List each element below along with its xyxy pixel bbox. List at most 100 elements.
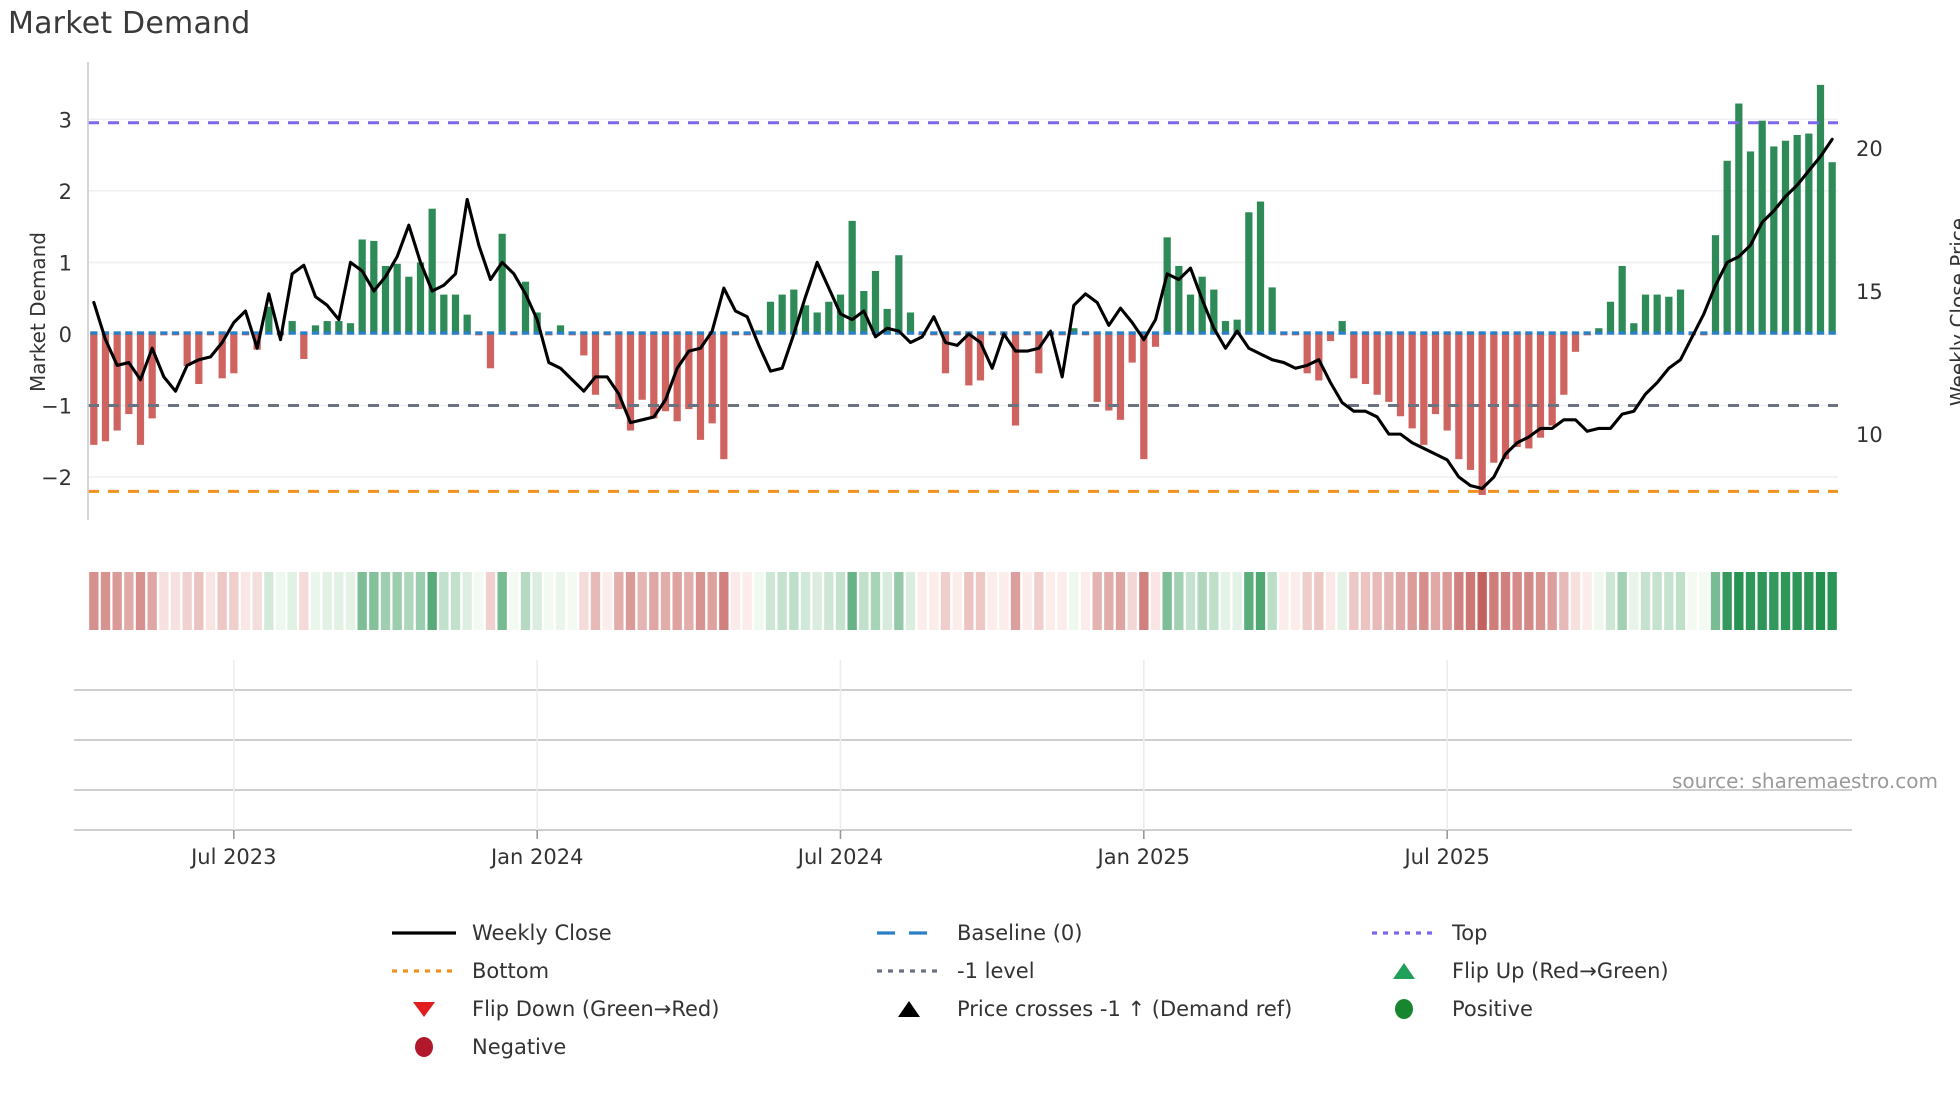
x-axis: Jul 2023 Jan 2024 Jul 2024 Jan 2025 Jul 2025 (74, 660, 1852, 869)
legend-item[interactable]: Positive (1370, 994, 1533, 1024)
heatmap-cell (1640, 572, 1651, 630)
heatmap-cell (1454, 572, 1464, 630)
heatmap-cell (252, 572, 262, 630)
heatmap-cell (555, 572, 566, 630)
heatmap-cell (357, 572, 367, 630)
y-tick-left: 2 (59, 180, 72, 204)
heatmap-cell (940, 572, 951, 630)
x-tick-label: Jul 2023 (189, 845, 276, 869)
heatmap-cell (520, 572, 531, 630)
heatmap-cell (1722, 572, 1732, 630)
y-tick-left: 0 (59, 323, 72, 347)
legend-item[interactable]: Top (1370, 918, 1487, 948)
legend-item-label: Positive (1452, 997, 1533, 1021)
x-tick-label: Jul 2024 (796, 845, 883, 869)
circle-green-icon (1370, 996, 1438, 1022)
legend-item[interactable]: Flip Up (Red→Green) (1370, 956, 1669, 986)
heatmap-cell (392, 572, 402, 630)
heatmap-cell (1349, 572, 1359, 630)
y-tick-left: −2 (41, 466, 72, 490)
heatmap-cell (1629, 572, 1639, 630)
heatmap-cell (1162, 572, 1172, 630)
heatmap-cell (1804, 572, 1814, 630)
y-tick-left: 1 (59, 251, 72, 275)
legend-item[interactable]: Baseline (0) (875, 918, 1082, 948)
heatmap-cell (310, 572, 321, 630)
heatmap-cell (1547, 572, 1557, 630)
heatmap-cell (1477, 572, 1487, 630)
heatmap-cell (147, 572, 157, 630)
legend-item[interactable]: Flip Down (Green→Red) (390, 994, 719, 1024)
heatmap-cell (450, 572, 461, 630)
heatmap-cell (859, 572, 869, 630)
heatmap-cell (894, 572, 904, 630)
heatmap-cell (1815, 572, 1826, 630)
heatmap-cell (567, 572, 577, 630)
heatmap-cell (975, 572, 986, 630)
heatmap-cell (1197, 572, 1207, 630)
line-dotted-orange-icon (390, 958, 458, 984)
heatmap-cell (929, 572, 939, 630)
demand-heatmap-strip (89, 572, 1837, 630)
reference-lines (88, 121, 1838, 493)
heatmap-cell (777, 572, 787, 630)
heatmap-cell (812, 572, 822, 630)
legend-item[interactable]: Weekly Close (390, 918, 612, 948)
heatmap-cell (917, 572, 927, 630)
heatmap-cell (800, 572, 811, 630)
heatmap-cell (847, 572, 857, 630)
heatmap-cell (1582, 572, 1592, 630)
legend-item[interactable]: Negative (390, 1032, 566, 1062)
legend-item-label: Bottom (472, 959, 550, 983)
heatmap-cell (1489, 572, 1499, 630)
heatmap-cell (275, 572, 286, 630)
legend-item-label: Price crosses -1 ↑ (Demand ref) (957, 997, 1293, 1021)
heatmap-cell (1442, 572, 1452, 630)
legend-item[interactable]: -1 level (875, 956, 1035, 986)
heatmap-cell (835, 572, 846, 630)
heatmap-cell (1407, 572, 1417, 630)
heatmap-cell (1115, 572, 1126, 630)
heatmap-cell (287, 572, 297, 630)
heatmap-cell (544, 572, 554, 630)
heatmap-cell (964, 572, 974, 630)
heatmap-cell (322, 572, 332, 630)
chart-legend: Weekly Close Baseline (0) Top Bottom -1 leve… (0, 918, 1960, 1102)
line-dotted-purple-icon (1370, 920, 1438, 946)
legend-item-label: -1 level (957, 959, 1035, 983)
heatmap-cell (1524, 572, 1534, 630)
heatmap-cell (1080, 572, 1091, 630)
heatmap-cell (1757, 572, 1767, 630)
heatmap-cell (1594, 572, 1604, 630)
heatmap-cell (485, 572, 496, 630)
heatmap-cell (614, 572, 624, 630)
heatmap-cell (1209, 572, 1219, 630)
heatmap-cell (707, 572, 717, 630)
legend-item[interactable]: Bottom (390, 956, 549, 986)
heatmap-cell (1104, 572, 1114, 630)
heatmap-cell (1699, 572, 1709, 630)
heatmap-cell (1360, 572, 1371, 630)
heatmap-cell (660, 572, 671, 630)
legend-item-label: Baseline (0) (957, 921, 1083, 945)
heatmap-cell (649, 572, 659, 630)
triangle-down-red-icon (390, 996, 458, 1022)
heatmap-cell (112, 572, 122, 630)
heatmap-cell (334, 572, 344, 630)
heatmap-cell (742, 572, 752, 630)
page-title: Market Demand (8, 6, 251, 41)
triangle-up-green-icon (1370, 958, 1438, 984)
line-solid-black-icon (390, 920, 458, 946)
heatmap-cell (1325, 572, 1336, 630)
heatmap-cell (1769, 572, 1779, 630)
y-tick-right: 20 (1856, 137, 1883, 161)
heatmap-cell (1734, 572, 1744, 630)
heatmap-cell (1174, 572, 1184, 630)
heatmap-cell (719, 572, 729, 630)
heatmap-cell (754, 572, 764, 630)
legend-item[interactable]: Price crosses -1 ↑ (Demand ref) (875, 994, 1292, 1024)
legend-item-label: Flip Up (Red→Green) (1452, 959, 1669, 983)
heatmap-cell (1559, 572, 1569, 630)
